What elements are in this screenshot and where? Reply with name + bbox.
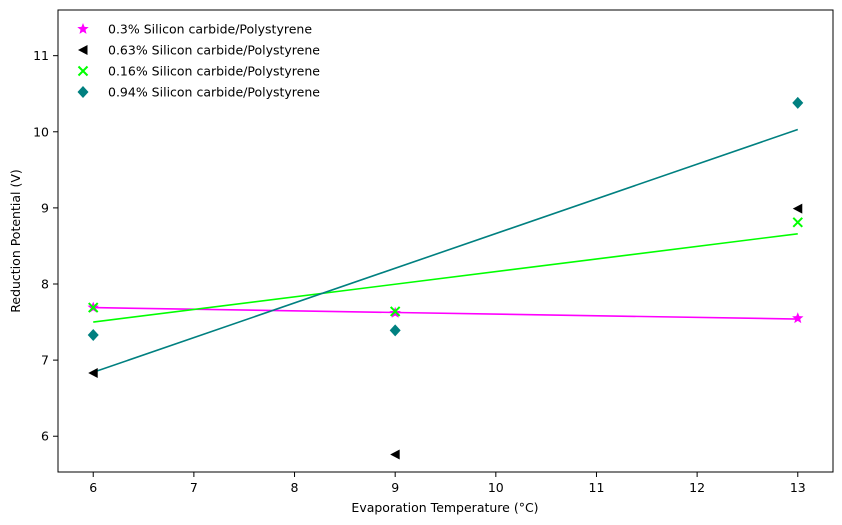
x-tick-label: 6 [89,480,97,495]
data-point [88,368,98,379]
y-tick-label: 7 [41,353,49,368]
legend-label: 0.3% Silicon carbide/Polystyrene [108,22,312,37]
data-point [792,217,803,228]
plot-area [58,10,833,472]
data-point [792,96,804,109]
y-tick-label: 9 [41,200,49,215]
x-tick-label: 13 [790,480,806,495]
x-tick-label: 10 [488,480,504,495]
x-tick-label: 11 [589,480,605,495]
legend-marker [77,65,89,77]
y-tick-label: 8 [41,277,49,292]
fit-lines [92,128,799,374]
data-point [792,203,803,214]
legend-label: 0.63% Silicon carbide/Polystyrene [108,43,320,58]
data-point [87,328,99,341]
x-tick-label: 12 [689,480,705,495]
legend: 0.3% Silicon carbide/Polystyrene 0.63% Si… [77,22,320,100]
y-axis-ticks: 6 7 8 9 10 11 [33,48,58,444]
y-axis-label: Reduction Potential (V) [8,169,23,313]
data-points [87,96,804,460]
plot-frame [57,9,834,473]
legend-marker [78,45,88,55]
fit-line [93,232,798,323]
x-tick-label: 8 [291,480,299,495]
fit-line [93,306,798,320]
data-point [389,324,401,337]
legend-label: 0.94% Silicon carbide/Polystyrene [108,85,320,100]
legend-marker [77,86,89,98]
y-tick-label: 10 [33,124,49,139]
data-point [390,449,400,460]
x-axis-label: Evaporation Temperature (°C) [351,500,538,515]
x-tick-label: 7 [190,480,198,495]
x-axis-ticks: 6 7 8 9 10 11 12 13 [89,472,806,495]
x-tick-label: 9 [391,480,399,495]
fit-line [92,128,799,374]
legend-marker [77,23,89,34]
data-point [88,302,99,313]
y-tick-label: 6 [41,429,49,444]
y-tick-label: 11 [33,48,49,63]
legend-label: 0.16% Silicon carbide/Polystyrene [108,64,320,79]
data-point [389,306,401,317]
data-point [792,312,804,324]
